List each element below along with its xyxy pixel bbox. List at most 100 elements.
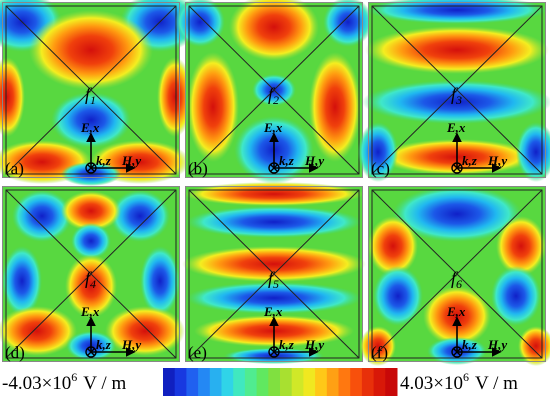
k-axis-label: k,z [462, 153, 478, 168]
k-axis-label: k,z [279, 337, 295, 352]
k-symbol [268, 346, 280, 358]
k-cross [453, 164, 461, 172]
h-axis-label: H,y [304, 153, 324, 168]
field-maximum [496, 216, 546, 276]
diagonal [188, 189, 360, 359]
field-minimum [175, 0, 225, 47]
colorbar-band [338, 368, 351, 396]
e-axis-label: E,x [446, 304, 466, 319]
k-axis-label: k,z [96, 337, 112, 352]
field-maximum [309, 52, 361, 162]
k-symbol [451, 162, 463, 174]
field-minimum [392, 186, 522, 242]
frequency-label: f4 [85, 268, 96, 291]
h-axis-label: H,y [304, 337, 324, 352]
diagonal [188, 5, 360, 175]
colorbar-band [209, 368, 222, 396]
colorbar-band [303, 368, 316, 396]
field-minimum [186, 206, 362, 238]
field-panel: (e) f5 E,x k,z H,y [182, 182, 366, 364]
colorbar-band [280, 368, 293, 396]
frequency-index: 2 [273, 93, 279, 107]
colorbar-band [385, 368, 398, 396]
frequency-label: f6 [451, 268, 462, 291]
field-minimum [362, 80, 550, 124]
field-maximum [29, 10, 153, 90]
field-maximum [157, 57, 193, 137]
field-maximum [105, 306, 185, 356]
field-minimum [373, 266, 423, 326]
field-maximum [182, 246, 366, 282]
colorbar-band [244, 368, 258, 396]
field-maximum [187, 52, 239, 162]
frequency-symbol: f [85, 84, 93, 104]
field-panel: (c) f3 E,x k,z H,y [358, 0, 550, 182]
field-minimum [110, 190, 170, 242]
frequency-label: f3 [451, 84, 462, 107]
colorbar-min-label: -4.03×106 V / m [2, 370, 126, 394]
panel-label: (d) [5, 343, 25, 362]
inner-border [188, 5, 360, 175]
frequency-symbol: f [268, 84, 276, 104]
field-maximum [368, 216, 418, 276]
panel-label: (b) [188, 159, 208, 178]
diagonal [371, 5, 543, 175]
field-minimum [186, 282, 362, 314]
field-maximum [365, 26, 549, 74]
frequency-index: 1 [90, 93, 96, 107]
field-minimum [323, 0, 373, 47]
field-maximum [0, 306, 77, 356]
frequency-symbol: f [85, 268, 93, 288]
field-minimum [71, 223, 111, 259]
field-minimum [491, 266, 541, 326]
panel-border [185, 186, 363, 362]
field-minimum [51, 92, 131, 148]
k-axis-label: k,z [462, 337, 478, 352]
field-panel: (a) f1 E,x k,z H,y [0, 0, 200, 186]
panel-label: (f) [371, 343, 388, 362]
inner-border [371, 189, 543, 359]
colorbar-band [221, 368, 234, 396]
diagonal [371, 189, 543, 359]
frequency-symbol: f [451, 84, 459, 104]
e-axis-label: E,x [80, 304, 100, 319]
k-cross [87, 348, 95, 356]
k-symbol [85, 346, 97, 358]
colorbar-band [233, 368, 246, 396]
colorbar-band [350, 368, 363, 396]
field-maximum [184, 182, 364, 206]
inner-border [371, 5, 543, 175]
k-symbol [268, 162, 280, 174]
diagonal [5, 189, 177, 359]
k-axis-label: k,z [279, 153, 295, 168]
field-panel: (b) f2 E,x k,z H,y [175, 0, 373, 184]
e-axis-label: E,x [446, 120, 466, 135]
e-axis-label: E,x [263, 120, 283, 135]
colorbar-band [163, 368, 176, 396]
field-maximum [423, 286, 491, 346]
k-cross [270, 348, 278, 356]
colorbar-band [361, 368, 375, 396]
h-axis-label: H,y [487, 337, 507, 352]
panel-label: (c) [371, 159, 390, 178]
e-axis-label: E,x [80, 120, 100, 135]
frequency-label: f2 [268, 84, 279, 107]
k-cross [270, 164, 278, 172]
field-minimum [2, 246, 42, 316]
field-maximum [229, 0, 319, 61]
colorbar-band [326, 368, 339, 396]
panel-label: (e) [188, 343, 207, 362]
diagonal [5, 5, 177, 175]
k-symbol [85, 162, 97, 174]
h-axis-label: H,y [487, 153, 507, 168]
h-axis-label: H,y [121, 153, 141, 168]
inner-border [188, 189, 360, 359]
field-minimum [140, 246, 180, 316]
panel-border [368, 2, 546, 178]
k-symbol [451, 346, 463, 358]
frequency-label: f1 [85, 84, 96, 107]
field-panel: (d) f4 E,x k,z H,y [0, 186, 185, 362]
panel-border [185, 2, 363, 178]
panel-border [2, 2, 180, 178]
